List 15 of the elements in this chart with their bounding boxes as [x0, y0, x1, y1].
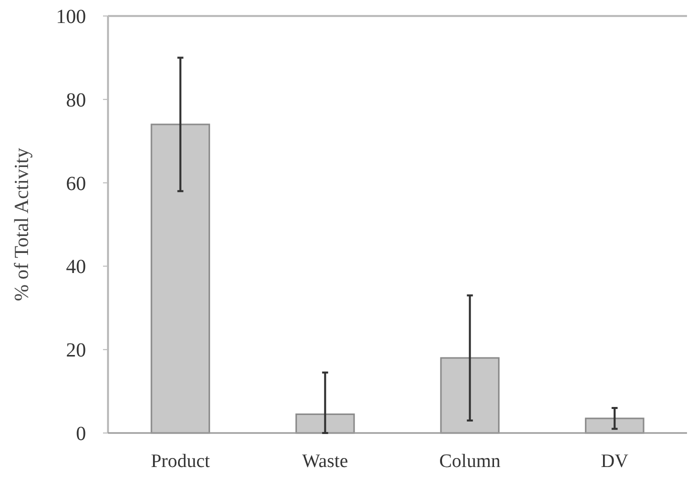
y-tick-label: 80 [66, 89, 86, 112]
bar [295, 413, 355, 434]
x-tick-label: Product [150, 451, 211, 472]
y-tick-label: 100 [56, 6, 86, 28]
y-tick-label: 0 [76, 423, 86, 445]
bar [440, 357, 500, 434]
y-tick-label: 20 [66, 340, 86, 362]
y-tick-label: 60 [66, 172, 86, 195]
bar [584, 418, 644, 434]
x-tick-label: DV [600, 451, 629, 472]
y-tick-label: 40 [66, 256, 86, 278]
y-axis-title: % of Total Activity [11, 148, 33, 302]
bar [150, 124, 210, 434]
x-tick-label: Waste [302, 451, 348, 472]
x-tick-label: Column [439, 451, 501, 472]
